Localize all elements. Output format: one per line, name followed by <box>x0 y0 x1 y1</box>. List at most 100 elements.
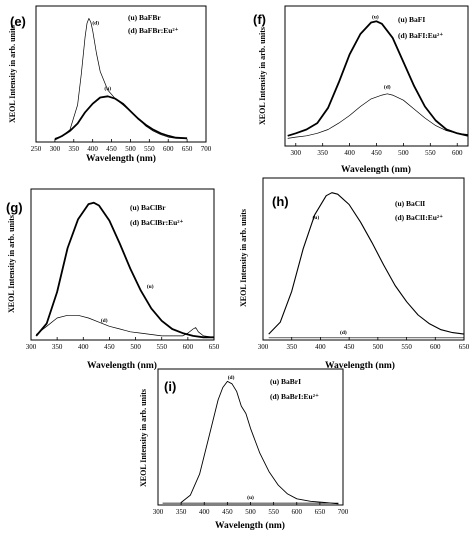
x-tick-label: 550 <box>144 145 155 153</box>
x-axis-label: Wavelength (nm) <box>341 164 411 175</box>
series-line-d <box>180 380 339 505</box>
x-tick-label: 600 <box>292 508 303 516</box>
x-tick-label: 650 <box>209 343 220 351</box>
plot-frame <box>35 5 207 143</box>
x-ticks: 300 350 400 450 500 550 600 650 <box>258 337 470 351</box>
x-tick-label: 600 <box>452 149 463 157</box>
series-line-d <box>35 314 215 338</box>
panel-label: (e) <box>10 14 26 29</box>
x-tick-label: 450 <box>222 508 233 516</box>
x-tick-label: 400 <box>199 508 210 516</box>
series-group: (u) (d) <box>268 192 465 339</box>
x-tick-label: 350 <box>176 508 187 516</box>
x-tick-label: 550 <box>156 343 167 351</box>
x-tick-label: 650 <box>315 508 326 516</box>
series-line-u <box>287 20 469 137</box>
panel-label: (i) <box>164 379 176 394</box>
x-tick-label: 400 <box>78 343 89 351</box>
panel-e: (e) Wavelength (nm) XEOL Intensity in ar… <box>8 5 212 164</box>
curve-label: (u) <box>147 283 154 290</box>
x-tick-label: 600 <box>163 145 174 153</box>
y-axis-label: XEOL Intensity in arb. units <box>139 389 148 487</box>
x-tick-label: 550 <box>401 343 412 351</box>
series-line-u <box>35 201 214 339</box>
x-tick-label: 300 <box>153 508 164 516</box>
legend-entry: (u) BaClI <box>395 199 425 208</box>
plot-frame <box>30 188 215 341</box>
legend-entry: (u) BaFI <box>398 15 425 24</box>
x-tick-label: 300 <box>258 343 269 351</box>
x-tick-label: 450 <box>371 149 382 157</box>
plot-frame <box>262 177 465 341</box>
x-tick-label: 300 <box>50 145 61 153</box>
series-line-u <box>268 192 465 335</box>
series-group: (u) (d) <box>287 14 469 139</box>
panel-f: (f) Wavelength (nm) XEOL Intensity in ar… <box>253 5 469 175</box>
y-axis-label: XEOL Intensity in arb. units <box>258 27 267 125</box>
x-axis-label: Wavelength (nm) <box>325 360 395 371</box>
x-tick-label: 350 <box>317 149 328 157</box>
legend-entry: (u) BaBrI <box>270 377 301 386</box>
curve-label: (u) <box>312 214 319 221</box>
x-axis-label: Wavelength (nm) <box>215 520 285 531</box>
curve-label: (u) <box>372 14 379 21</box>
x-axis-label: Wavelength (nm) <box>86 153 156 164</box>
legend-entry: (d) BaClBr:Eu²⁺ <box>130 218 184 227</box>
curve-label: (d) <box>101 317 108 324</box>
x-tick-label: 550 <box>425 149 436 157</box>
curve-label: (d) <box>92 20 99 27</box>
curve-label: (u) <box>104 85 111 92</box>
legend-entry: (d) BaBrI:Eu²⁺ <box>270 392 319 401</box>
panel-g: (g) Wavelength (nm) XEOL Intensity in ar… <box>6 188 220 371</box>
x-tick-label: 600 <box>430 343 441 351</box>
panel-label: (g) <box>6 200 23 215</box>
plot-frame <box>157 368 344 506</box>
x-tick-label: 300 <box>291 149 302 157</box>
x-tick-label: 450 <box>344 343 355 351</box>
x-tick-label: 450 <box>104 343 115 351</box>
x-tick-label: 450 <box>106 145 117 153</box>
x-tick-label: 550 <box>268 508 279 516</box>
x-tick-label: 700 <box>201 145 212 153</box>
x-tick-label: 650 <box>182 145 193 153</box>
legend-entry: (d) BaFI:Eu²⁺ <box>398 31 443 40</box>
panel-label: (h) <box>272 194 289 209</box>
curve-label: (d) <box>384 84 391 91</box>
legend-entry: (d) BaFBr:Eu²⁺ <box>128 26 179 35</box>
legend-entry: (u) BaFBr <box>128 13 161 22</box>
x-tick-label: 350 <box>286 343 297 351</box>
x-tick-label: 500 <box>125 145 136 153</box>
y-axis-label: XEOL Intensity in arb. units <box>7 215 16 313</box>
series-group: (u) (d) <box>35 201 215 339</box>
x-ticks: 300 350 400 450 500 550 600 650 <box>26 337 220 351</box>
series-group: (u) (d) <box>54 18 188 141</box>
panel-i: (i) Wavelength (nm) XEOL Intensity in ar… <box>139 368 349 531</box>
y-axis-label: XEOL Intensity in arb. units <box>8 25 17 123</box>
x-tick-label: 250 <box>31 145 42 153</box>
curve-label: (d) <box>340 329 347 336</box>
legend-entry: (d) BaClI:Eu²⁺ <box>395 213 443 222</box>
x-ticks: 300 350 400 450 500 550 600 <box>291 143 463 157</box>
x-tick-label: 350 <box>52 343 63 351</box>
series-line-d <box>287 93 469 139</box>
x-tick-label: 400 <box>344 149 355 157</box>
curve-label: (d) <box>228 374 235 381</box>
series-line-d <box>54 18 188 139</box>
x-tick-label: 700 <box>338 508 349 516</box>
panel-h: (h) Wavelength (nm) XEOL Intensity in ar… <box>239 177 470 371</box>
x-ticks: 300 350 400 450 500 550 600 650 700 <box>153 502 349 516</box>
x-tick-label: 400 <box>87 145 98 153</box>
x-tick-label: 500 <box>398 149 409 157</box>
x-tick-label: 300 <box>26 343 37 351</box>
panel-label: (f) <box>253 12 266 27</box>
x-tick-label: 500 <box>130 343 141 351</box>
x-ticks: 250 300 350 400 450 500 550 600 650 700 <box>31 139 212 153</box>
series-group: (d) (u) <box>162 374 339 505</box>
series-line-u <box>54 95 188 141</box>
x-tick-label: 600 <box>183 343 194 351</box>
x-axis-label: Wavelength (nm) <box>87 360 157 371</box>
x-tick-label: 500 <box>245 508 256 516</box>
x-tick-label: 400 <box>315 343 326 351</box>
y-axis-label: XEOL Intensity in arb. units <box>239 209 248 307</box>
